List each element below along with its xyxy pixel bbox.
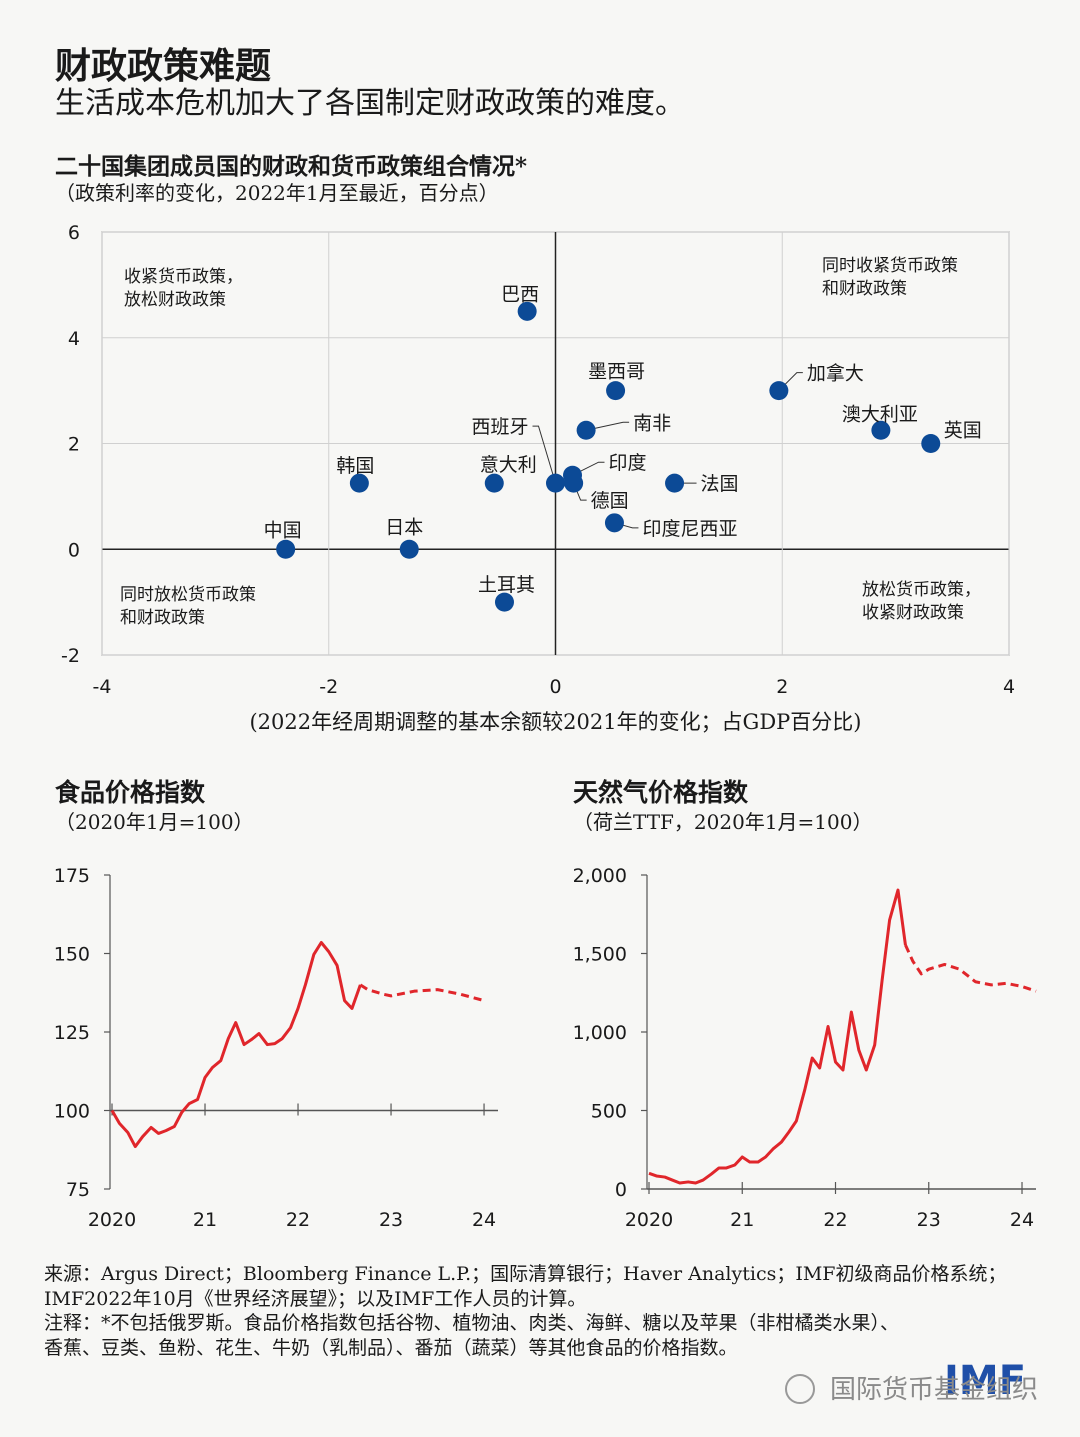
- x-tick-label: 21: [193, 1209, 217, 1231]
- point-label: 巴西: [501, 283, 539, 305]
- quadrant-label: 放松财政政策: [124, 290, 226, 310]
- point: [564, 473, 584, 493]
- quadrant-label: 同时放松货币政策: [120, 585, 256, 605]
- x-axis-label: (2022年经周期调整的基本余额较2021年的变化；占GDP百分比): [249, 710, 861, 734]
- point-label: 德国: [591, 490, 629, 512]
- chart-subtitle: （2020年1月=100）: [55, 810, 254, 834]
- point-label: 西班牙: [471, 416, 528, 438]
- chart-subtitle: （荷兰TTF，2020年1月=100）: [573, 810, 872, 834]
- x-tick-label: 21: [730, 1209, 754, 1231]
- y-tick-label: 175: [54, 865, 90, 887]
- point-label: 墨西哥: [588, 361, 645, 383]
- point-label: 日本: [385, 516, 423, 538]
- source-line: IMF2022年10月《世界经济展望》；以及IMF工作人员的计算。: [44, 1288, 586, 1310]
- chart-title: 食品价格指数: [55, 778, 206, 807]
- x-tick-label: 2020: [88, 1209, 136, 1231]
- point: [665, 473, 685, 493]
- quadrant-label: 放松货币政策，: [862, 580, 981, 600]
- y-tick-label: 0: [68, 539, 80, 561]
- x-tick-label: 23: [917, 1209, 941, 1231]
- point: [576, 420, 596, 440]
- forecast-line: [359, 983, 485, 1003]
- point: [769, 381, 789, 401]
- chart-title: 天然气价格指数: [573, 778, 749, 807]
- x-tick-label: 4: [1003, 676, 1015, 698]
- x-tick-label: 0: [549, 676, 561, 698]
- data-line: [110, 941, 362, 1149]
- leader-line: [532, 425, 556, 484]
- point: [484, 473, 504, 493]
- y-tick-label: 2,000: [573, 865, 627, 887]
- point-label: 印度尼西亚: [642, 518, 737, 540]
- x-tick-label: 2: [776, 676, 788, 698]
- y-tick-label: 150: [54, 944, 90, 966]
- source-line: 来源：Argus Direct；Bloomberg Finance L.P.；国…: [44, 1263, 1007, 1285]
- x-tick-label: 2020: [625, 1209, 673, 1231]
- y-tick-label: -2: [61, 645, 80, 667]
- point-label: 土耳其: [478, 574, 535, 596]
- point: [606, 381, 626, 401]
- y-tick-label: 500: [591, 1101, 627, 1123]
- page-title: 财政政策难题: [55, 45, 271, 87]
- forecast-line: [904, 944, 1037, 993]
- quadrant-label: 和财政政策: [120, 608, 205, 628]
- y-tick-label: 75: [66, 1179, 90, 1201]
- data-line: [648, 888, 907, 1185]
- wechat-icon: [785, 1374, 815, 1404]
- point-label: 韩国: [336, 455, 374, 477]
- quadrant-label: 和财政政策: [822, 279, 907, 299]
- y-tick-label: 2: [68, 434, 80, 456]
- watermark: 国际货币基金组织: [830, 1375, 1038, 1405]
- x-tick-label: 22: [823, 1209, 847, 1231]
- y-tick-label: 0: [615, 1179, 627, 1201]
- chart-subtitle: （政策利率的变化，2022年1月至最近，百分点）: [55, 181, 499, 205]
- point: [349, 473, 369, 493]
- point: [399, 539, 419, 559]
- x-tick-label: 23: [379, 1209, 403, 1231]
- point: [494, 592, 514, 612]
- y-tick-label: 125: [54, 1022, 90, 1044]
- point: [517, 301, 537, 321]
- point-label: 南非: [633, 412, 671, 434]
- y-tick-label: 1,500: [573, 944, 627, 966]
- point: [604, 513, 624, 533]
- point: [921, 434, 941, 453]
- y-tick-label: 1,000: [573, 1022, 627, 1044]
- page-subtitle: 生活成本危机加大了各国制定财政政策的难度。: [55, 86, 685, 121]
- quadrant-label: 收紧财政政策: [862, 603, 964, 623]
- leader-line: [572, 461, 605, 476]
- x-tick-label: 24: [1010, 1209, 1034, 1231]
- point-label: 澳大利亚: [842, 403, 918, 425]
- point: [276, 539, 296, 559]
- note-line: 注释：*不包括俄罗斯。食品价格指数包括谷物、植物油、肉类、海鲜、糖以及苹果（非柑…: [44, 1312, 899, 1334]
- x-tick-label: 24: [472, 1209, 496, 1231]
- logo: IMF: [944, 1358, 1026, 1404]
- point: [546, 473, 565, 493]
- note-line: 香蕉、豆类、鱼粉、花生、牛奶（乳制品）、番茄（蔬菜）等其他食品的价格指数。: [44, 1337, 738, 1359]
- chart-title: 二十国集团成员国的财政和货币政策组合情况*: [55, 153, 527, 180]
- point-label: 中国: [264, 519, 302, 541]
- quadrant-label: 收紧货币政策，: [124, 267, 243, 287]
- x-tick-label: -4: [93, 676, 112, 698]
- leader-line: [586, 421, 630, 431]
- point-label: 英国: [944, 420, 982, 442]
- point: [871, 420, 891, 440]
- point-label: 意大利: [480, 454, 537, 476]
- y-tick-label: 100: [54, 1101, 90, 1123]
- y-tick-label: 6: [68, 222, 80, 244]
- quadrant-label: 同时收紧货币政策: [822, 256, 958, 276]
- point-label: 印度: [609, 452, 647, 474]
- x-tick-label: -2: [319, 676, 338, 698]
- y-tick-label: 4: [68, 328, 80, 350]
- point-label: 加拿大: [807, 362, 864, 385]
- x-tick-label: 22: [286, 1209, 310, 1231]
- point-label: 法国: [701, 473, 739, 495]
